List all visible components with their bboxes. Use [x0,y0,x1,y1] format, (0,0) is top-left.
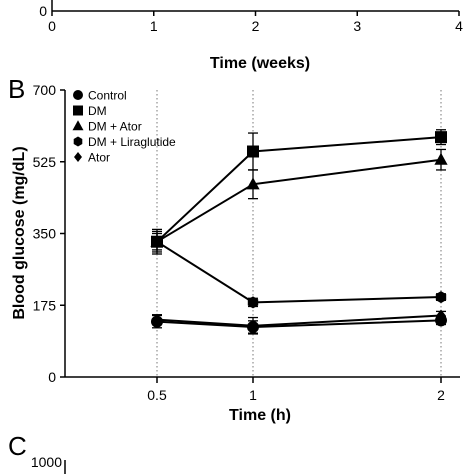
legend-marker [74,152,82,162]
legend-label: Ator [88,151,110,165]
y-tick-label: 700 [33,82,57,98]
x-tick-label: 2 [437,387,445,403]
panel-b-label: B [8,74,25,104]
data-point [151,235,163,248]
panel-c: C 1000 [8,431,66,474]
series-dm-liraglutide [151,232,447,309]
panel-b-gridlines [156,90,442,377]
x-tick-label: 0.5 [147,387,167,403]
series-line [156,240,442,304]
data-point [435,131,447,144]
legend-label: DM + Ator [88,120,142,134]
legend-label: DM [88,104,107,118]
series-line [156,136,442,243]
panel-a-x-ticks: 0 1 2 3 4 [48,11,463,34]
data-point [435,291,447,304]
data-point [247,145,259,158]
panel-b-x-axis-title: Time (h) [229,407,291,424]
data-point [247,296,259,309]
panel-a-x-tick-label: 3 [353,18,361,34]
panel-a-x-tick-label: 1 [150,18,158,34]
data-point [152,313,162,326]
data-point [248,319,258,332]
series-ator [152,309,446,335]
legend-marker [73,90,83,100]
legend-label: DM + Liraglutide [88,135,176,149]
data-point [246,177,260,190]
y-tick-label: 175 [33,297,57,313]
y-tick-label: 525 [33,154,57,170]
panel-c-label: C [8,431,27,461]
y-tick-label: 0 [48,369,56,385]
legend-marker [73,136,83,147]
x-tick-label: 1 [249,387,257,403]
panel-b-y-ticks: 0 175 350 525 700 [33,82,65,385]
panel-a: 0 0 1 2 3 4 Time (weeks) [39,0,463,72]
legend-label: Control [88,89,127,103]
panel-b: B 0 175 350 525 700 0.5 1 2 Blood glucose (mg/… [8,74,460,424]
series-dm-ator [150,148,448,253]
panel-b-series [150,129,448,335]
legend-marker [73,105,83,116]
data-point [436,309,446,322]
panel-a-y-tick-label: 0 [39,3,47,19]
data-point [434,152,448,165]
y-tick-label: 350 [33,226,57,242]
panel-a-x-axis-title: Time (weeks) [210,55,310,72]
panel-b-y-axis-title: Blood glucose (mg/dL) [11,146,28,319]
legend-marker [72,120,84,131]
series-dm [151,129,447,255]
panel-a-x-tick-label: 2 [252,18,260,34]
panel-a-x-tick-label: 4 [455,18,463,34]
panel-c-y-tick-label: 1000 [31,454,62,470]
panel-a-x-tick-label: 0 [48,18,56,34]
panel-b-x-ticks: 0.5 1 2 [147,377,445,403]
